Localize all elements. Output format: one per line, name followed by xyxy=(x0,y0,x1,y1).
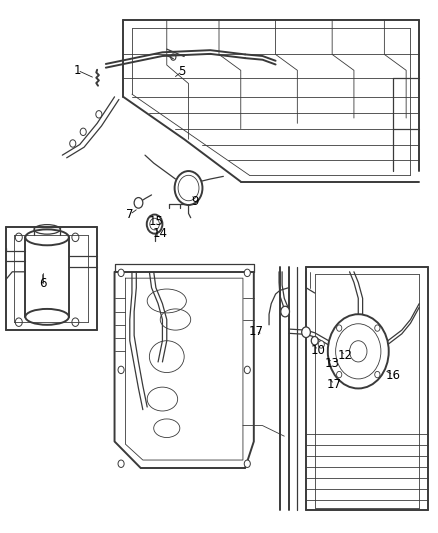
Circle shape xyxy=(134,198,143,208)
Text: 15: 15 xyxy=(148,215,163,228)
Circle shape xyxy=(328,314,389,389)
Circle shape xyxy=(147,215,162,233)
Text: 12: 12 xyxy=(338,349,353,362)
Text: 16: 16 xyxy=(385,369,401,382)
Circle shape xyxy=(336,325,342,332)
Circle shape xyxy=(118,460,124,467)
Text: 10: 10 xyxy=(311,344,326,357)
Text: 17: 17 xyxy=(327,378,342,391)
Circle shape xyxy=(244,460,251,467)
Text: 5: 5 xyxy=(178,65,186,78)
Circle shape xyxy=(375,325,380,332)
Text: 13: 13 xyxy=(325,357,339,369)
Circle shape xyxy=(118,366,124,374)
Circle shape xyxy=(302,327,311,337)
Text: 17: 17 xyxy=(248,325,264,338)
Circle shape xyxy=(336,372,342,378)
Text: 6: 6 xyxy=(39,277,46,290)
Circle shape xyxy=(244,269,251,277)
Circle shape xyxy=(311,336,318,345)
Circle shape xyxy=(375,372,380,378)
Circle shape xyxy=(175,171,202,205)
Circle shape xyxy=(281,306,290,317)
Text: 1: 1 xyxy=(74,64,81,77)
Text: 14: 14 xyxy=(153,227,168,240)
Circle shape xyxy=(118,269,124,277)
Text: 7: 7 xyxy=(126,208,134,221)
Circle shape xyxy=(318,341,324,348)
Circle shape xyxy=(350,341,367,362)
Text: 9: 9 xyxy=(191,195,199,208)
Circle shape xyxy=(244,366,251,374)
